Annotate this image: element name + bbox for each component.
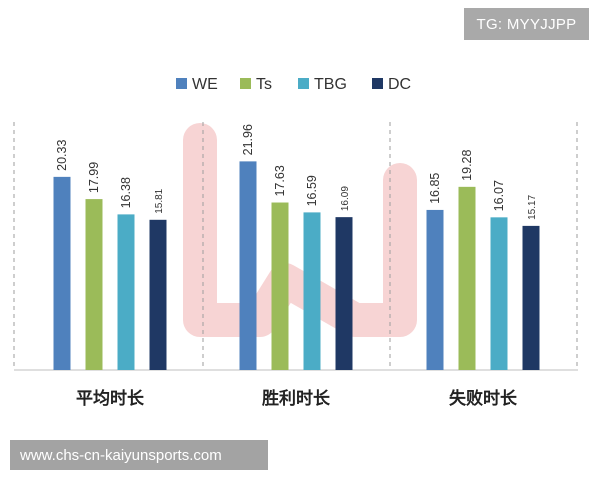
site-url-banner: www.chs-cn-kaiyunsports.com bbox=[10, 440, 268, 470]
bar-dc-2 bbox=[522, 225, 540, 370]
legend-label-ts: Ts bbox=[256, 76, 272, 93]
value-label-dc-2: 15.17 bbox=[527, 194, 538, 219]
legend-swatch-we bbox=[176, 78, 187, 89]
watermark-decoration bbox=[183, 123, 417, 337]
telegram-tag: TG: MYYJJPP bbox=[464, 8, 589, 40]
category-label-0: 平均时长 bbox=[76, 388, 145, 409]
bar-we-1 bbox=[239, 161, 257, 370]
value-label-ts-0: 17.99 bbox=[87, 162, 101, 193]
legend-label-tbg: TBG bbox=[314, 76, 347, 93]
value-label-tbg-0: 16.38 bbox=[119, 177, 133, 208]
category-label-2: 失败时长 bbox=[449, 388, 518, 409]
bar-ts-2 bbox=[458, 186, 476, 370]
value-label-dc-1: 16.09 bbox=[340, 186, 351, 211]
category-label-1: 胜利时长 bbox=[262, 388, 331, 409]
value-label-we-0: 20.33 bbox=[55, 140, 69, 171]
value-label-dc-0: 15.81 bbox=[154, 188, 165, 213]
legend-swatch-tbg bbox=[298, 78, 309, 89]
bar-tbg-1 bbox=[303, 212, 321, 370]
value-label-tbg-1: 16.59 bbox=[305, 175, 319, 206]
value-label-we-1: 21.96 bbox=[241, 124, 255, 155]
bar-we-2 bbox=[426, 209, 444, 370]
bar-dc-0 bbox=[149, 219, 167, 370]
value-label-we-2: 16.85 bbox=[428, 173, 442, 204]
bar-tbg-0 bbox=[117, 214, 135, 370]
category-dividers bbox=[13, 122, 578, 370]
value-label-ts-2: 19.28 bbox=[460, 150, 474, 181]
category-labels: 平均时长 胜利时长 失败时长 bbox=[76, 388, 518, 409]
legend-label-we: WE bbox=[192, 76, 218, 93]
value-label-ts-1: 17.63 bbox=[273, 165, 287, 196]
value-label-tbg-2: 16.07 bbox=[492, 180, 506, 211]
bar-ts-0 bbox=[85, 199, 103, 370]
legend-swatch-ts bbox=[240, 78, 251, 89]
legend-label-dc: DC bbox=[388, 76, 411, 93]
bar-tbg-2 bbox=[490, 217, 508, 370]
legend: WE Ts TBG DC bbox=[176, 76, 411, 93]
bar-ts-1 bbox=[271, 202, 289, 370]
bars-layer: 20.33 17.99 16.38 15.81 21.96 17.63 16.59 16.09… bbox=[53, 124, 540, 370]
legend-swatch-dc bbox=[372, 78, 383, 89]
bar-we-0 bbox=[53, 176, 71, 370]
bar-dc-1 bbox=[335, 217, 353, 370]
